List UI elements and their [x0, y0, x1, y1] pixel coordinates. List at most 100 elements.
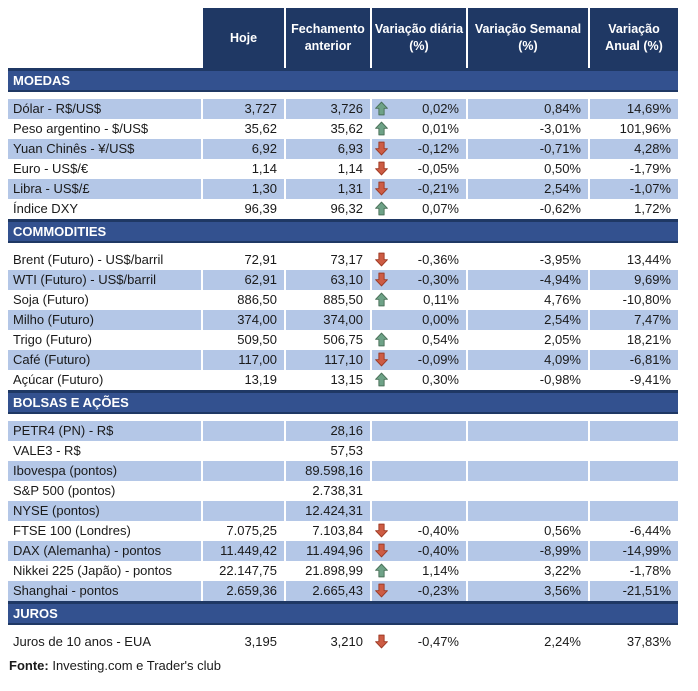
- row-label: Yuan Chinês - ¥/US$: [8, 139, 203, 159]
- cell-weekly: -0,98%: [468, 370, 590, 390]
- cell-fechamento: 885,50: [286, 290, 372, 310]
- cell-daily: -0,40%: [372, 521, 468, 541]
- section-header: MOEDAS: [8, 68, 678, 92]
- cell-daily: -0,40%: [372, 541, 468, 561]
- cell-weekly: -4,94%: [468, 270, 590, 290]
- row-label: Ibovespa (pontos): [8, 461, 203, 481]
- cell-daily: 0,00%: [372, 310, 468, 330]
- daily-change-value: 0,30%: [422, 372, 459, 387]
- cell-daily: 0,02%: [372, 99, 468, 119]
- row-label: Libra - US$/£: [8, 179, 203, 199]
- row-label: Peso argentino - $/US$: [8, 119, 203, 139]
- column-header-hoje: Hoje: [203, 8, 286, 68]
- table-row: Índice DXY 96,39 96,32 0,07% -0,62% 1,72%: [8, 199, 678, 219]
- arrow-down-icon: [375, 523, 388, 538]
- cell-annual: 4,28%: [590, 139, 678, 159]
- cell-annual: [590, 441, 678, 461]
- table-row: S&P 500 (pontos) 2.738,31: [8, 481, 678, 501]
- cell-annual: -1,07%: [590, 179, 678, 199]
- cell-daily: [372, 461, 468, 481]
- cell-annual: 7,47%: [590, 310, 678, 330]
- cell-fechamento: 63,10: [286, 270, 372, 290]
- cell-weekly: [468, 481, 590, 501]
- cell-daily: -0,23%: [372, 581, 468, 601]
- cell-annual: -9,41%: [629, 372, 671, 387]
- cell-daily: 0,11%: [372, 290, 468, 310]
- cell-daily: 0,01%: [372, 119, 468, 139]
- table-row: Ibovespa (pontos) 89.598,16: [8, 461, 678, 481]
- row-label: Juros de 10 anos - EUA: [8, 632, 203, 652]
- cell-fechamento: 3,726: [286, 99, 372, 119]
- table-row: Yuan Chinês - ¥/US$ 6,92 6,93 -0,12% -0,71% 4…: [8, 139, 678, 159]
- table-row: Milho (Futuro) 374,00 374,00 0,00% 2,54% 7,47…: [8, 310, 678, 330]
- arrow-up-icon: [375, 121, 388, 136]
- cell-daily: -0,21%: [372, 179, 468, 199]
- cell-fechamento: 21.898,99: [286, 561, 372, 581]
- cell-hoje: 6,92: [203, 139, 286, 159]
- cell-fechamento: 35,62: [286, 119, 372, 139]
- cell-weekly: 0,56%: [468, 521, 590, 541]
- cell-daily: -0,05%: [372, 159, 468, 179]
- cell-annual: -6,81%: [590, 350, 678, 370]
- column-header-fechamento: Fechamento anterior: [286, 8, 372, 68]
- row-label: Brent (Futuro) - US$/barril: [8, 250, 203, 270]
- source-note: Fonte: Investing.com e Trader's club: [9, 657, 698, 675]
- row-label: NYSE (pontos): [8, 501, 203, 521]
- cell-weekly: -3,01%: [468, 119, 590, 139]
- arrow-down-icon: [375, 583, 388, 598]
- source-label: Fonte:: [9, 658, 49, 673]
- cell-daily: 0,07%: [372, 199, 468, 219]
- cell-annual: 14,69%: [590, 99, 678, 119]
- cell-fechamento: 73,17: [286, 250, 372, 270]
- cell-fechamento: 3,210: [286, 632, 372, 652]
- daily-change-value: -0,47%: [417, 634, 459, 649]
- daily-change-value: 1,14%: [422, 563, 459, 578]
- section-gap: [8, 243, 678, 250]
- cell-annual: -14,99%: [590, 541, 678, 561]
- arrow-down-icon: [375, 161, 388, 176]
- arrow-down-icon: [375, 272, 388, 287]
- cell-weekly: [468, 421, 590, 441]
- cell-annual: 9,69%: [590, 270, 678, 290]
- cell-hoje: 13,19: [203, 370, 286, 390]
- section-gap: [8, 625, 678, 632]
- row-label: S&P 500 (pontos): [8, 481, 203, 501]
- cell-hoje: 374,00: [203, 310, 286, 330]
- row-label: Nikkei 225 (Japão) - pontos: [8, 561, 203, 581]
- cell-fechamento: 57,53: [286, 441, 372, 461]
- cell-annual: -1,78%: [629, 563, 671, 578]
- cell-daily: -0,30%: [372, 270, 468, 290]
- row-label: Milho (Futuro): [8, 310, 203, 330]
- row-label: WTI (Futuro) - US$/barril: [8, 270, 203, 290]
- daily-change-value: 0,02%: [422, 101, 459, 116]
- cell-annual: [590, 481, 678, 501]
- cell-fechamento: 12.424,31: [286, 501, 372, 521]
- arrow-up-icon: [375, 332, 388, 347]
- cell-fechamento: 506,75: [286, 330, 372, 350]
- arrow-down-icon: [375, 634, 388, 649]
- cell-annual: [590, 461, 678, 481]
- cell-daily: -0,47%: [372, 632, 468, 652]
- arrow-up-icon: [375, 101, 388, 116]
- cell-weekly: -3,95%: [468, 250, 590, 270]
- cell-weekly: 2,54%: [468, 310, 590, 330]
- arrow-up-icon: [375, 372, 388, 387]
- cell-fechamento: 89.598,16: [286, 461, 372, 481]
- cell-annual: 18,21%: [626, 332, 671, 347]
- cell-annual: -1,79%: [629, 161, 671, 176]
- daily-change-value: 0,01%: [422, 121, 459, 136]
- row-label: Dólar - R$/US$: [8, 99, 203, 119]
- table-row: Peso argentino - $/US$ 35,62 35,62 0,01% -3,…: [8, 119, 678, 139]
- daily-change-value: -0,09%: [417, 352, 459, 367]
- cell-hoje: 509,50: [203, 330, 286, 350]
- daily-change-value: 0,00%: [422, 312, 459, 327]
- cell-weekly: -0,62%: [468, 199, 590, 219]
- cell-hoje: [203, 441, 286, 461]
- cell-daily: 0,30%: [372, 370, 468, 390]
- column-header-daily: Variação diária (%): [372, 8, 468, 68]
- column-header-annual: Variação Anual (%): [590, 8, 678, 68]
- cell-weekly: 4,76%: [468, 290, 590, 310]
- daily-change-value: -0,05%: [417, 161, 459, 176]
- table-row: FTSE 100 (Londres) 7.075,25 7.103,84 -0,40%…: [8, 521, 678, 541]
- cell-fechamento: 96,32: [286, 199, 372, 219]
